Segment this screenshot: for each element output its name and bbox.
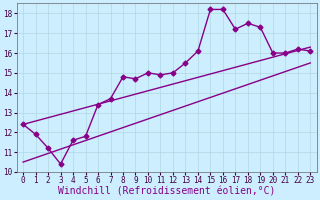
X-axis label: Windchill (Refroidissement éolien,°C): Windchill (Refroidissement éolien,°C) (58, 187, 276, 197)
